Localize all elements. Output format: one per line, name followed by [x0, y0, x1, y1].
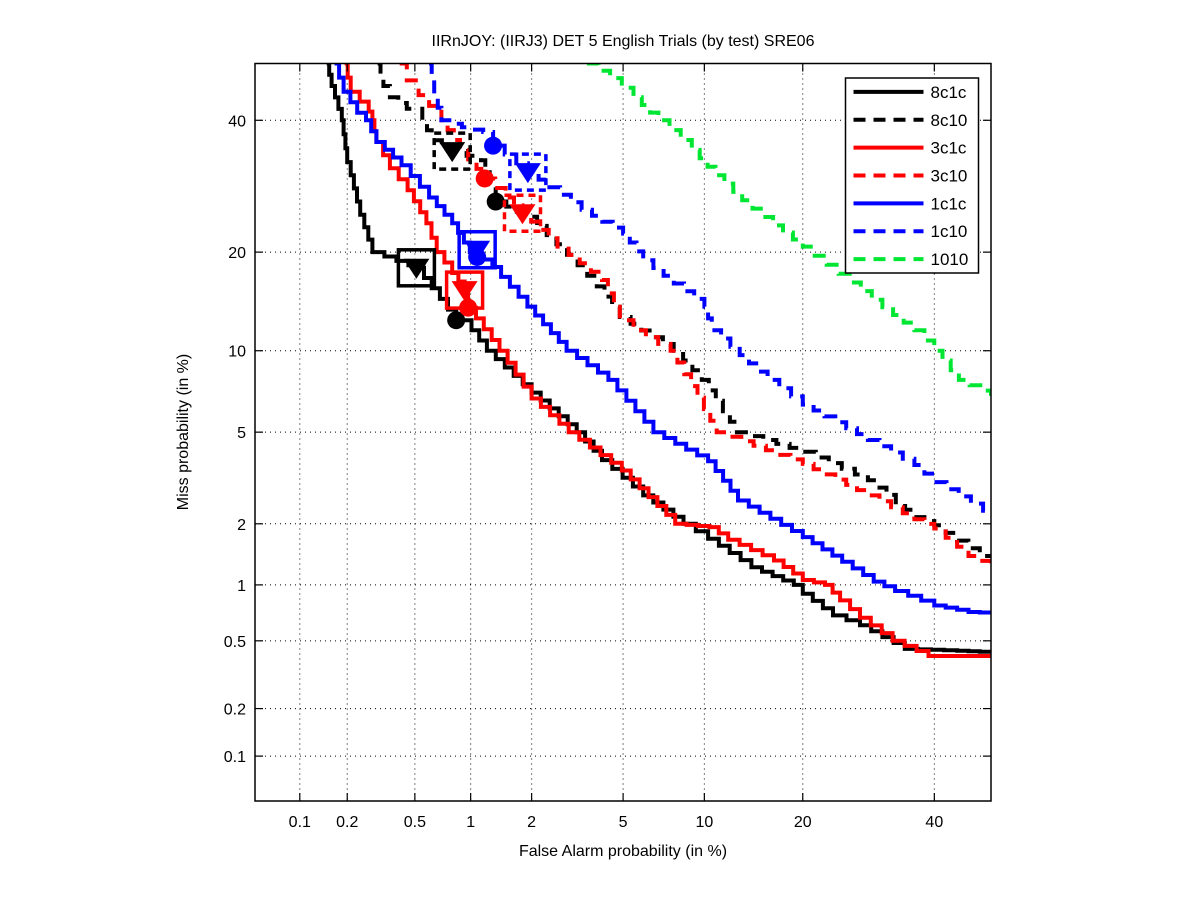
- legend-label-3c10: 3c10: [931, 167, 968, 186]
- min-dcf-circle-1c10: [484, 136, 503, 155]
- y-tick-label: 2: [237, 517, 246, 534]
- actual-dcf-square-3c10: [502, 193, 543, 234]
- x-axis-label: False Alarm probability (in %): [519, 843, 727, 860]
- legend-label-1c1c: 1c1c: [931, 194, 967, 213]
- x-tick-label: 5: [619, 814, 628, 831]
- legend-label-8c10: 8c10: [931, 111, 968, 130]
- x-tick-label: 10: [695, 814, 713, 831]
- actual-dcf-triangle-3c10: [509, 204, 536, 225]
- legend-label-8c1c: 8c1c: [931, 83, 967, 102]
- actual-dcf-square-1c1c: [457, 229, 497, 270]
- y-tick-label: 10: [228, 344, 246, 361]
- actual-dcf-square-8c10: [432, 131, 472, 171]
- legend-frame: [844, 77, 980, 274]
- x-tick-label: 0.5: [404, 814, 426, 831]
- y-axis-label: Miss probability (in %): [175, 354, 192, 510]
- min-dcf-circle-8c1c: [447, 311, 466, 330]
- y-tick-label: 0.1: [224, 749, 246, 766]
- actual-dcf-triangle-8c10: [439, 142, 466, 163]
- curve-3c1c: [344, 63, 991, 658]
- actual-dcf-square-8c1c: [396, 248, 437, 288]
- min-dcf-circle-1c1c: [468, 247, 487, 266]
- y-tick-label: 0.2: [224, 702, 246, 719]
- curve-1010: [586, 63, 991, 396]
- curve-8c1c: [326, 63, 991, 654]
- plot-border: [254, 62, 992, 802]
- legend-label-1010: 1010: [931, 250, 969, 269]
- y-tick-label: 5: [237, 425, 246, 442]
- min-dcf-circle-3c10: [475, 169, 494, 188]
- y-tick-label: 20: [228, 245, 246, 262]
- chart-title: IIRnJOY: (IIRJ3) DET 5 English Trials (b…: [432, 33, 815, 50]
- y-tick-label: 1: [237, 578, 246, 595]
- actual-dcf-triangle-8c1c: [403, 258, 430, 279]
- x-tick-label: 0.1: [289, 814, 311, 831]
- min-dcf-circle-3c1c: [459, 298, 478, 317]
- curve-1c10: [429, 63, 991, 513]
- marker-layer: [396, 131, 548, 330]
- legend-label-1c10: 1c10: [931, 222, 968, 241]
- actual-dcf-square-1c10: [508, 152, 548, 192]
- y-tick-label: 0.5: [224, 634, 246, 651]
- x-tick-label: 0.2: [336, 814, 358, 831]
- actual-dcf-triangle-1c10: [514, 163, 541, 184]
- min-dcf-circle-8c10: [486, 192, 505, 211]
- tick-layer: 0.1 0.2 0.5 1 2 5 10 20 40 0.1 0.2 0.5 1 2 5 10 20 40: [224, 63, 991, 831]
- legend-label-3c1c: 3c1c: [931, 139, 967, 158]
- curve-1c1c: [334, 63, 991, 615]
- y-tick-label: 40: [228, 113, 246, 130]
- x-tick-label: 40: [925, 814, 943, 831]
- legend-box: 8c1c 8c10 3c1c 3c10 1c1c 1c10 1010: [844, 77, 980, 274]
- x-tick-label: 2: [527, 814, 536, 831]
- x-tick-label: 20: [794, 814, 812, 831]
- x-tick-label: 1: [466, 814, 475, 831]
- actual-dcf-triangle-3c1c: [451, 281, 478, 302]
